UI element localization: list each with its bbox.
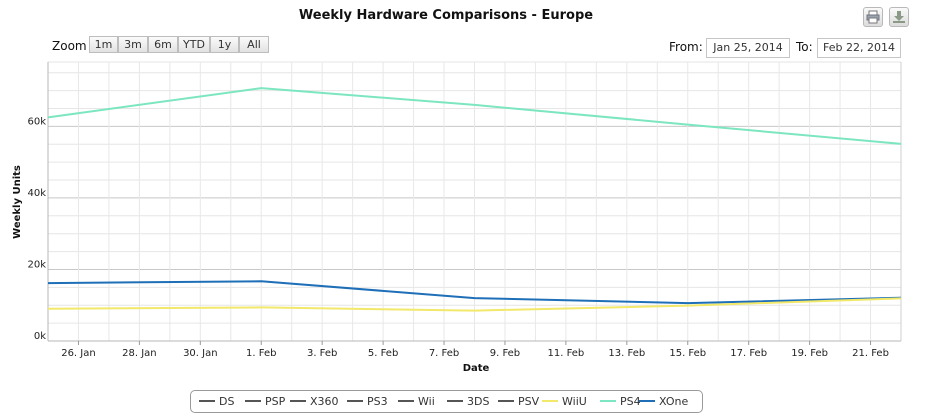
from-label: From: xyxy=(669,40,703,54)
legend-label: 3DS xyxy=(467,395,490,408)
legend-label: PS4 xyxy=(620,395,641,408)
series xyxy=(47,87,902,312)
legend-label: PSV xyxy=(518,395,540,408)
series-line-ps4[interactable] xyxy=(47,87,902,145)
legend-label: PSP xyxy=(265,395,286,408)
y-axis-label: Weekly Units xyxy=(12,165,23,239)
y-tick-label: 0k xyxy=(34,331,46,342)
zoom-3m-button[interactable]: 3m xyxy=(118,36,148,53)
printer-icon xyxy=(866,10,880,24)
legend-label: X360 xyxy=(310,395,339,408)
zoom-1m-button[interactable]: 1m xyxy=(89,36,118,53)
x-tick-label: 19. Feb xyxy=(791,348,828,359)
y-tick-label: 60k xyxy=(27,116,46,127)
x-tick-label: 28. Jan xyxy=(122,348,157,359)
legend-label: WiiU xyxy=(562,395,587,408)
print-button[interactable] xyxy=(863,7,883,27)
x-tick-label: 21. Feb xyxy=(852,348,889,359)
legend: DS PSP X360 PS3 Wii 3DS PSV WiiU PS4 XOne xyxy=(190,390,703,413)
legend-label: PS3 xyxy=(367,395,388,408)
legend-swatch xyxy=(639,400,655,402)
x-tick-label: 5. Feb xyxy=(368,348,398,359)
legend-swatch xyxy=(498,400,514,402)
legend-label: XOne xyxy=(659,395,689,408)
to-date-input[interactable]: Feb 22, 2014 xyxy=(817,38,901,58)
x-tick-label: 15. Feb xyxy=(669,348,706,359)
x-tick-label: 9. Feb xyxy=(490,348,520,359)
legend-item-ps4[interactable]: PS4 xyxy=(600,391,641,412)
zoom-label: Zoom xyxy=(52,39,87,53)
legend-swatch xyxy=(290,400,306,402)
x-tick-label: 1. Feb xyxy=(246,348,276,359)
x-tick-label: 11. Feb xyxy=(547,348,584,359)
legend-item-x360[interactable]: X360 xyxy=(290,391,339,412)
legend-item-wiiu[interactable]: WiiU xyxy=(542,391,587,412)
y-tick-label: 20k xyxy=(27,259,46,270)
legend-label: DS xyxy=(219,395,235,408)
x-tick-label: 17. Feb xyxy=(730,348,767,359)
x-tick-label: 3. Feb xyxy=(307,348,337,359)
legend-item-ds[interactable]: DS xyxy=(199,391,234,412)
series-line-wiiu[interactable] xyxy=(47,297,902,312)
y-tick-label: 40k xyxy=(27,188,46,199)
chart-title: Weekly Hardware Comparisons - Europe xyxy=(298,8,594,23)
legend-item-psv[interactable]: PSV xyxy=(498,391,539,412)
legend-item-3ds[interactable]: 3DS xyxy=(447,391,489,412)
legend-item-ps3[interactable]: PS3 xyxy=(347,391,388,412)
series-line-xone[interactable] xyxy=(47,280,902,305)
zoom-6m-button[interactable]: 6m xyxy=(148,36,178,53)
legend-item-wii[interactable]: Wii xyxy=(398,391,435,412)
legend-label: Wii xyxy=(418,395,435,408)
legend-swatch xyxy=(199,400,215,402)
from-date-input[interactable]: Jan 25, 2014 xyxy=(706,38,790,58)
x-tick-label: 26. Jan xyxy=(61,348,96,359)
legend-swatch xyxy=(245,400,261,402)
x-tick-label: 7. Feb xyxy=(429,348,459,359)
x-axis-label: Date xyxy=(463,363,490,374)
grid xyxy=(48,61,901,342)
export-button[interactable] xyxy=(889,7,909,27)
tick-labels: 0k 20k 40k 60k 26. Jan 28. Jan 30. Jan 1. Feb 3.… xyxy=(27,116,888,359)
x-tick-label: 13. Feb xyxy=(608,348,645,359)
legend-item-psp[interactable]: PSP xyxy=(245,391,285,412)
axes xyxy=(47,62,902,342)
legend-swatch xyxy=(347,400,363,402)
download-icon xyxy=(893,11,905,23)
zoom-all-button[interactable]: All xyxy=(239,36,269,53)
legend-item-xone[interactable]: XOne xyxy=(639,391,688,412)
legend-swatch xyxy=(600,400,616,402)
to-label: To: xyxy=(796,40,813,54)
legend-swatch xyxy=(447,400,463,402)
zoom-ytd-button[interactable]: YTD xyxy=(178,36,210,53)
zoom-1y-button[interactable]: 1y xyxy=(210,36,239,53)
legend-swatch xyxy=(398,400,414,402)
legend-swatch xyxy=(542,400,558,402)
x-tick-label: 30. Jan xyxy=(183,348,218,359)
